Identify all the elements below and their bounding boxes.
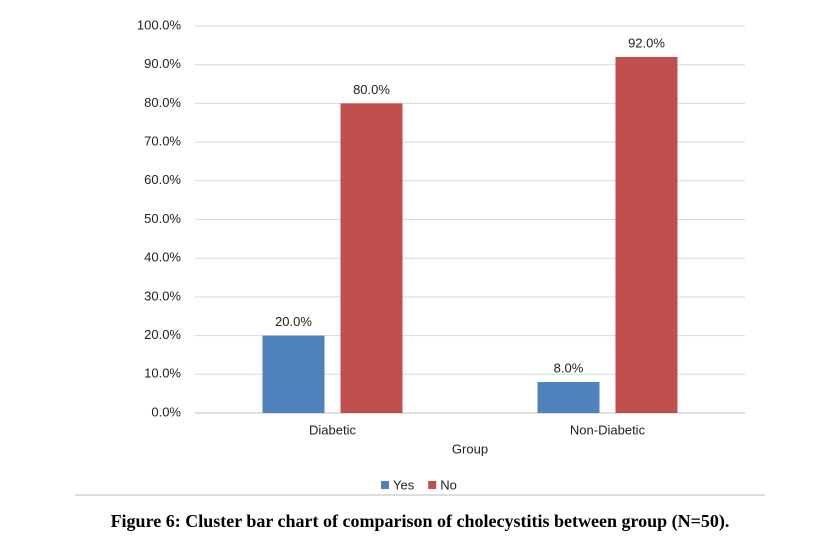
y-tick-label: 100.0%: [137, 17, 182, 32]
y-tick-label: 20.0%: [144, 327, 181, 342]
legend-swatch: [381, 481, 389, 489]
y-tick-label: 40.0%: [144, 250, 181, 265]
bar: [615, 56, 678, 414]
data-label: 20.0%: [275, 314, 312, 329]
x-tick-label: Diabetic: [309, 422, 356, 437]
y-tick-label: 0.0%: [151, 404, 181, 419]
y-tick-label: 70.0%: [144, 134, 181, 149]
data-label: 80.0%: [353, 82, 390, 97]
y-tick-label: 60.0%: [144, 172, 181, 187]
bar: [537, 382, 600, 413]
x-tick-label: Non-Diabetic: [570, 422, 646, 437]
y-tick-label: 90.0%: [144, 56, 181, 71]
figure-caption: Figure 6: Cluster bar chart of compariso…: [111, 511, 730, 532]
data-label: 8.0%: [554, 360, 584, 375]
bar: [340, 103, 403, 414]
x-axis-label: Group: [452, 441, 488, 456]
data-label: 92.0%: [628, 35, 665, 50]
legend-label: No: [440, 477, 457, 492]
legend-swatch: [428, 481, 437, 489]
y-tick-label: 30.0%: [144, 288, 181, 303]
y-tick-label: 80.0%: [144, 95, 181, 110]
bar: [262, 335, 325, 413]
y-tick-label: 10.0%: [144, 366, 181, 381]
y-tick-label: 50.0%: [144, 211, 181, 226]
legend-label: Yes: [393, 477, 415, 492]
